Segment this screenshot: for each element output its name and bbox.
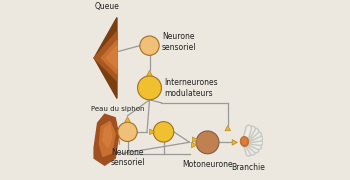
Circle shape xyxy=(138,76,161,100)
Text: Queue: Queue xyxy=(95,2,120,11)
Polygon shape xyxy=(106,46,117,69)
Text: Neurone
sensoriel: Neurone sensoriel xyxy=(110,148,145,167)
Circle shape xyxy=(153,122,174,142)
Polygon shape xyxy=(232,140,237,145)
Polygon shape xyxy=(150,129,155,135)
Polygon shape xyxy=(94,32,117,81)
Ellipse shape xyxy=(242,138,247,144)
Polygon shape xyxy=(225,125,231,131)
Polygon shape xyxy=(94,17,117,98)
Circle shape xyxy=(196,131,219,154)
Polygon shape xyxy=(101,40,117,74)
Polygon shape xyxy=(147,71,152,76)
Ellipse shape xyxy=(240,137,248,146)
Text: Interneurones
modulateurs: Interneurones modulateurs xyxy=(164,78,218,98)
Text: Neurone
sensoriel: Neurone sensoriel xyxy=(162,32,196,52)
Polygon shape xyxy=(103,125,112,148)
Circle shape xyxy=(140,36,159,55)
Polygon shape xyxy=(125,117,130,122)
Circle shape xyxy=(118,122,137,141)
Text: Branchie: Branchie xyxy=(231,163,265,172)
Polygon shape xyxy=(94,114,119,165)
Polygon shape xyxy=(193,137,198,143)
Polygon shape xyxy=(99,121,115,156)
Polygon shape xyxy=(191,142,197,148)
Text: Motoneurone: Motoneurone xyxy=(182,160,233,169)
Text: Peau du siphon: Peau du siphon xyxy=(91,107,144,112)
